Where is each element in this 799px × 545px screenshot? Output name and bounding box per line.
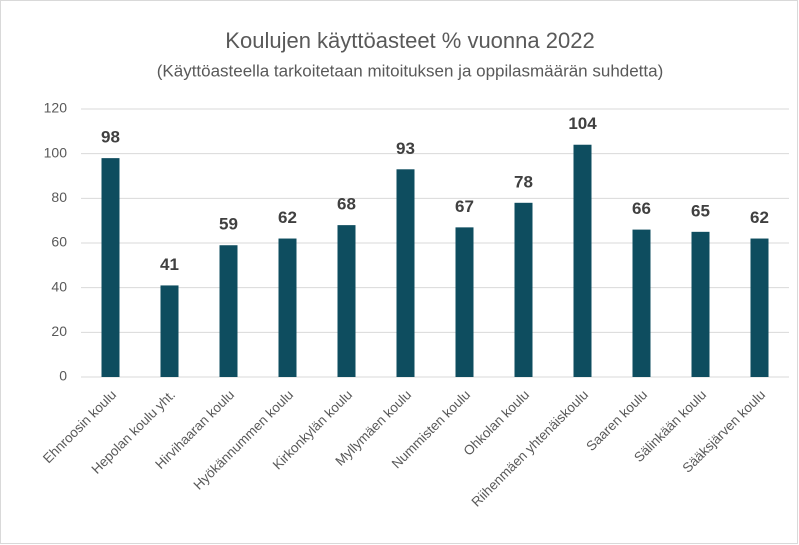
bar bbox=[160, 285, 179, 377]
y-tick-label: 100 bbox=[44, 144, 68, 160]
chart-subtitle: (Käyttöasteella tarkoitetaan mitoituksen… bbox=[157, 61, 664, 80]
value-label: 59 bbox=[219, 215, 238, 234]
y-tick-label: 0 bbox=[59, 368, 67, 384]
bar bbox=[101, 158, 120, 377]
bar bbox=[514, 202, 533, 377]
bar bbox=[219, 245, 238, 377]
y-tick-label: 60 bbox=[51, 234, 67, 250]
bar bbox=[750, 238, 769, 377]
bar bbox=[337, 225, 356, 377]
bar bbox=[691, 231, 710, 377]
value-label: 62 bbox=[750, 208, 769, 227]
y-tick-label: 120 bbox=[44, 100, 68, 116]
value-label: 41 bbox=[160, 255, 179, 274]
bar bbox=[278, 238, 297, 377]
value-label: 68 bbox=[337, 195, 356, 214]
bar bbox=[632, 229, 651, 377]
bar bbox=[573, 144, 592, 377]
value-label: 62 bbox=[278, 208, 297, 227]
value-label: 93 bbox=[396, 139, 415, 158]
y-tick-label: 20 bbox=[51, 323, 67, 339]
value-label: 98 bbox=[101, 128, 120, 147]
value-label: 104 bbox=[568, 114, 597, 133]
value-label: 66 bbox=[632, 199, 651, 218]
value-label: 78 bbox=[514, 172, 533, 191]
chart-title: Koulujen käyttöasteet % vuonna 2022 bbox=[225, 28, 594, 53]
bar bbox=[455, 227, 474, 377]
y-tick-label: 40 bbox=[51, 278, 67, 294]
value-label: 65 bbox=[691, 201, 710, 220]
value-label: 67 bbox=[455, 197, 474, 216]
bar bbox=[396, 169, 415, 377]
y-tick-label: 80 bbox=[51, 189, 67, 205]
